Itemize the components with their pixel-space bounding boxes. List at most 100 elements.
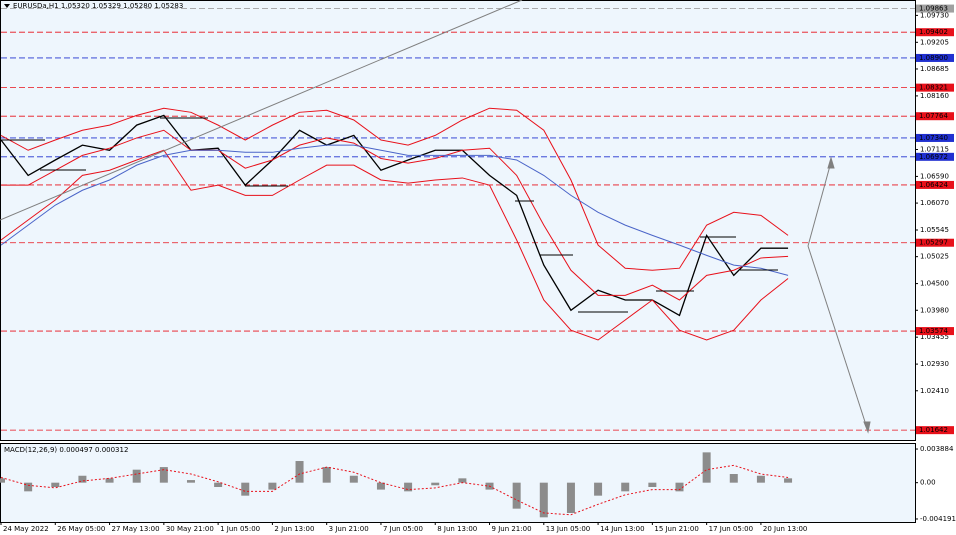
y-tick-label: 1.05545 <box>920 226 949 234</box>
series-line <box>0 107 789 271</box>
histogram-bar <box>24 482 33 492</box>
level-tag <box>916 133 954 142</box>
histogram-bar <box>268 482 277 490</box>
forecast-arrows <box>807 156 871 434</box>
x-tick-label: 13 Jun 05:00 <box>546 525 590 533</box>
level-tag <box>916 83 954 92</box>
histogram-bar <box>675 482 684 492</box>
level-tag <box>916 112 954 121</box>
histogram-bar <box>756 475 765 483</box>
histogram-bar <box>784 478 793 483</box>
histogram-bar <box>702 452 711 483</box>
x-tick-label: 27 May 13:00 <box>112 525 160 533</box>
histogram-bar <box>159 467 168 483</box>
series-line <box>0 114 789 317</box>
histogram-bar <box>458 478 467 483</box>
histogram-bar <box>214 482 223 488</box>
y-tick-label: 1.03980 <box>920 306 949 314</box>
x-tick-label: 3 Jun 21:00 <box>329 525 369 533</box>
level-tag <box>916 53 954 62</box>
y-tick-label: 1.02410 <box>920 387 949 395</box>
level-label: 1.06972 <box>919 153 948 161</box>
x-tick-label: 8 Jun 13:00 <box>437 525 477 533</box>
x-tick-label: 14 Jun 13:00 <box>600 525 644 533</box>
histogram-bar <box>78 475 87 483</box>
series-line <box>0 144 789 276</box>
y-tick-label: 0.003884 <box>920 445 954 453</box>
x-tick-label: 1 Jun 05:00 <box>220 525 260 533</box>
level-label: 1.05297 <box>919 239 948 247</box>
level-tag <box>916 238 954 247</box>
range-segments <box>0 117 778 313</box>
histogram-bar <box>51 482 60 488</box>
histogram-bar <box>404 482 413 492</box>
y-tick-label: 1.09730 <box>920 11 949 19</box>
y-tick-label: 0.00 <box>920 479 936 487</box>
x-tick-label: 24 May 2022 <box>3 525 49 533</box>
histogram-bar <box>594 482 603 496</box>
level-label: 1.07764 <box>919 112 948 120</box>
plot-layer: 1.09730 1.09205 1.08685 1.08160 1.07115 1.065… <box>0 5 956 533</box>
y-tick-label: 1.08160 <box>920 92 949 100</box>
histogram-bar <box>295 461 304 483</box>
y-tick-label: 1.03455 <box>920 333 949 341</box>
level-tag <box>916 4 954 13</box>
histogram-bar <box>132 469 141 483</box>
level-label: 1.09402 <box>919 28 948 36</box>
y-tick-label: 1.02930 <box>920 360 949 368</box>
price-panel <box>0 0 916 441</box>
x-tick-label: 15 Jun 21:00 <box>654 525 698 533</box>
histogram-bar <box>105 478 114 483</box>
y-tick-label: 1.08685 <box>920 65 949 73</box>
y-tick-label: 1.04500 <box>920 280 949 288</box>
macd-panel <box>0 443 916 523</box>
level-tag <box>916 426 954 435</box>
histogram-bar <box>621 482 630 492</box>
x-tick-label: 20 Jun 13:00 <box>763 525 807 533</box>
histogram-bar <box>376 482 385 490</box>
histogram-bar <box>539 482 548 518</box>
x-tick-label: 9 Jun 21:00 <box>492 525 532 533</box>
indicator-title: MACD(12,26,9) 0.000497 0.000312 <box>4 446 128 454</box>
histogram-bar <box>729 474 738 483</box>
level-label: 1.08900 <box>919 54 948 62</box>
histogram-bar <box>512 482 521 509</box>
histogram-bar <box>241 482 250 496</box>
symbol-menu-icon[interactable] <box>4 4 10 8</box>
level-label: 1.06424 <box>919 181 948 189</box>
histogram-bar <box>0 478 5 483</box>
series-line <box>1 129 789 301</box>
x-tick-label: 30 May 21:00 <box>166 525 214 533</box>
histogram-bar <box>349 475 358 483</box>
y-tick-label: 1.06070 <box>920 199 949 207</box>
level-label: 1.01642 <box>919 426 948 434</box>
x-tick-label: 17 Jun 05:00 <box>709 525 753 533</box>
arrow-head <box>863 421 871 434</box>
level-tag <box>916 152 954 161</box>
y-tick-label: 1.07115 <box>920 145 949 153</box>
series-line <box>0 464 789 516</box>
histogram-bar <box>566 482 575 513</box>
level-label: 1.07340 <box>919 134 948 142</box>
x-tick-label: 26 May 05:00 <box>57 525 105 533</box>
level-tag <box>916 180 954 189</box>
y-tick-label: 1.05025 <box>920 253 949 261</box>
y-tick-label: 1.09205 <box>920 38 949 46</box>
level-tag <box>916 327 954 336</box>
x-tick-label: 7 Jun 05:00 <box>383 525 423 533</box>
arrow-head <box>827 156 835 169</box>
chart-title: EURUSDa,H1 1.05320 1.05329 1.05280 1.052… <box>13 2 183 10</box>
trend-line <box>0 0 523 221</box>
y-tick-label: -0.004191 <box>920 515 956 523</box>
histogram-bar <box>322 467 331 483</box>
histogram-bar <box>431 482 440 486</box>
series-line <box>0 149 789 341</box>
level-label: 1.03574 <box>919 327 948 335</box>
x-tick-label: 2 Jun 13:00 <box>274 525 314 533</box>
level-label: 1.09863 <box>919 5 948 13</box>
arrow-up <box>807 161 832 247</box>
level-label: 1.08321 <box>919 84 948 92</box>
level-tag <box>916 28 954 37</box>
histogram-bar <box>648 482 657 488</box>
